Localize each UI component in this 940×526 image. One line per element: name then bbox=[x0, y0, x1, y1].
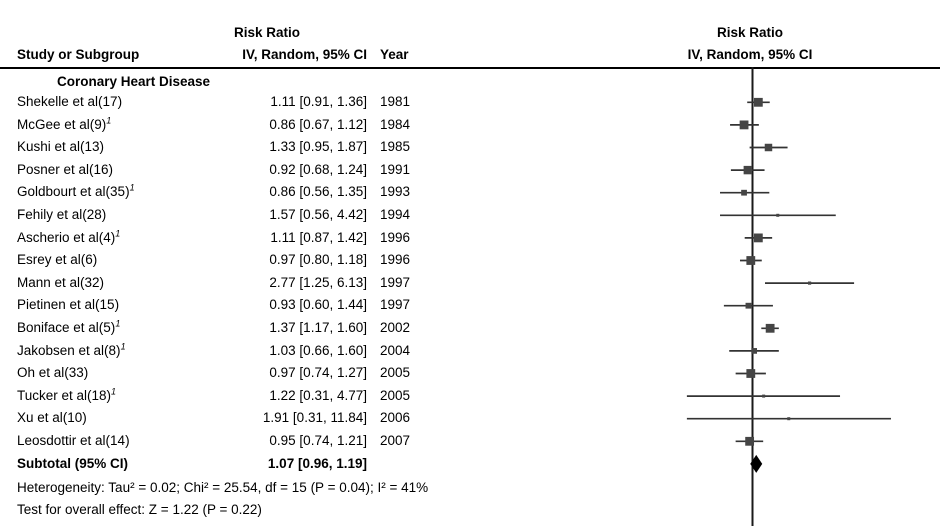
study-name: Esrey et al(6) bbox=[17, 252, 98, 268]
study-name: Goldbourt et al(35)1 bbox=[17, 182, 135, 200]
effect-square bbox=[746, 256, 756, 265]
study-year: 1993 bbox=[380, 184, 411, 200]
footnote-marker: 1 bbox=[120, 341, 126, 352]
study-name: Leosdottir et al(14) bbox=[17, 433, 130, 448]
header-divider-rule bbox=[0, 66, 940, 70]
effect-square bbox=[745, 302, 752, 309]
study-year: 2007 bbox=[380, 433, 411, 448]
footnote-marker: 1 bbox=[115, 318, 121, 329]
effect-square bbox=[762, 394, 766, 398]
study-year: 1997 bbox=[380, 297, 411, 313]
study-name: McGee et al(9)1 bbox=[17, 115, 112, 132]
study-year: 2006 bbox=[380, 410, 411, 426]
study-year: 2004 bbox=[380, 342, 411, 358]
study-year: 1981 bbox=[380, 94, 411, 109]
study-year: 2002 bbox=[380, 320, 411, 335]
effect-square bbox=[807, 281, 812, 285]
subtotal-estimate: 1.07 [0.96, 1.19] bbox=[267, 455, 367, 471]
footnote-marker: 1 bbox=[129, 182, 135, 193]
study-estimate: 0.93 [0.60, 1.44] bbox=[269, 297, 367, 313]
study-year: 1997 bbox=[380, 274, 411, 290]
study-year: 1996 bbox=[380, 252, 411, 268]
study-year: 1985 bbox=[380, 139, 411, 155]
study-column-header: Study or Subgroup bbox=[17, 46, 140, 62]
year-column-header: Year bbox=[380, 46, 409, 62]
footnote-marker: 1 bbox=[106, 115, 112, 126]
study-year: 1984 bbox=[380, 116, 411, 132]
effect-square bbox=[787, 417, 791, 421]
effect-square bbox=[753, 233, 763, 243]
effect-square bbox=[739, 120, 749, 130]
study-estimate: 1.03 [0.66, 1.60] bbox=[269, 342, 367, 358]
study-name: Posner et al(16) bbox=[17, 161, 114, 177]
study-estimate: 0.86 [0.67, 1.12] bbox=[269, 116, 367, 132]
study-year: 2005 bbox=[380, 387, 411, 403]
effect-square bbox=[746, 369, 756, 378]
effect-square bbox=[741, 189, 747, 196]
subtotal-diamond bbox=[750, 454, 763, 473]
effect-square bbox=[743, 165, 753, 175]
study-estimate: 0.95 [0.74, 1.21] bbox=[269, 433, 367, 448]
subgroup-title: Coronary Heart Disease bbox=[57, 73, 211, 89]
study-estimate: 1.57 [0.56, 4.42] bbox=[269, 207, 367, 222]
study-estimate: 0.97 [0.80, 1.18] bbox=[269, 252, 367, 268]
plot-column-header-line2: IV, Random, 95% CI bbox=[687, 46, 813, 62]
footnote-marker: 1 bbox=[111, 386, 117, 397]
study-estimate: 1.37 [1.17, 1.60] bbox=[269, 320, 367, 335]
subtotal-name: Subtotal (95% CI) bbox=[17, 455, 129, 471]
footnote-marker: 1 bbox=[115, 228, 121, 239]
overall-effect-test-text: Test for overall effect: Z = 1.22 (P = 0… bbox=[17, 502, 262, 518]
study-name: Pietinen et al(15) bbox=[17, 297, 120, 313]
study-estimate: 1.22 [0.31, 4.77] bbox=[269, 387, 367, 403]
study-name: Shekelle et al(17) bbox=[17, 94, 123, 109]
effect-square bbox=[751, 348, 758, 354]
plot-column-header-line1: Risk Ratio bbox=[716, 24, 784, 40]
study-estimate: 0.92 [0.68, 1.24] bbox=[269, 161, 367, 177]
effect-column-header-line2: IV, Random, 95% CI bbox=[242, 46, 367, 62]
study-year: 1994 bbox=[380, 207, 411, 222]
effect-square bbox=[765, 323, 775, 333]
study-estimate: 1.91 [0.31, 11.84] bbox=[262, 410, 367, 426]
study-estimate: 1.11 [0.91, 1.36] bbox=[270, 94, 367, 109]
study-year: 1996 bbox=[380, 229, 411, 245]
study-name: Fehily et al(28) bbox=[17, 207, 107, 222]
study-estimate: 1.11 [0.87, 1.42] bbox=[270, 229, 367, 245]
effect-square bbox=[745, 436, 755, 446]
study-year: 1991 bbox=[380, 161, 411, 177]
study-year: 2005 bbox=[380, 365, 411, 381]
study-name: Ascherio et al(4)1 bbox=[17, 228, 121, 245]
study-estimate: 0.97 [0.74, 1.27] bbox=[269, 365, 367, 381]
study-estimate: 0.86 [0.56, 1.35] bbox=[269, 184, 367, 200]
effect-square bbox=[764, 143, 773, 152]
study-estimate: 2.77 [1.25, 6.13] bbox=[269, 274, 367, 290]
study-name: Boniface et al(5)1 bbox=[17, 318, 121, 335]
study-name: Tucker et al(18)1 bbox=[17, 386, 117, 403]
effect-square bbox=[753, 97, 763, 107]
study-name: Oh et al(33) bbox=[17, 365, 89, 381]
effect-square bbox=[776, 213, 780, 217]
study-name: Kushi et al(13) bbox=[17, 139, 105, 155]
study-name: Jakobsen et al(8)1 bbox=[17, 341, 126, 358]
study-name: Xu et al(10) bbox=[17, 410, 87, 426]
heterogeneity-stats-text: Heterogeneity: Tau² = 0.02; Chi² = 25.54… bbox=[17, 479, 429, 495]
study-name: Mann et al(32) bbox=[17, 274, 105, 290]
study-estimate: 1.33 [0.95, 1.87] bbox=[269, 139, 367, 155]
effect-column-header-line1: Risk Ratio bbox=[233, 24, 301, 40]
